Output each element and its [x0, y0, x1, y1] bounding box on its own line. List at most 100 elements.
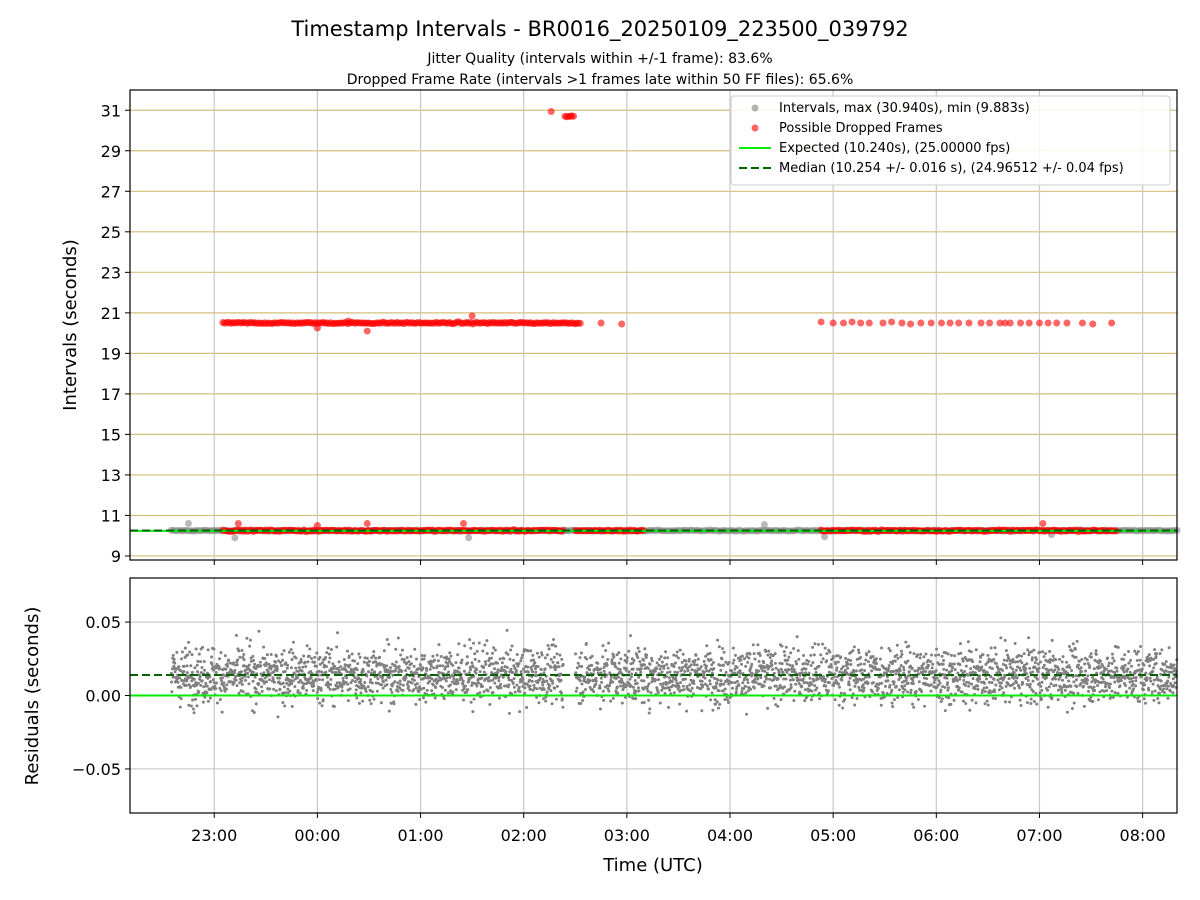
dropped-frame-point — [927, 319, 935, 327]
residual-point — [340, 685, 344, 689]
residual-point — [286, 687, 290, 691]
residual-point — [190, 679, 194, 683]
residual-point — [1082, 704, 1086, 708]
residual-point — [914, 690, 918, 694]
residual-point — [497, 675, 501, 679]
residual-point — [605, 663, 609, 667]
residual-point — [679, 688, 683, 692]
residual-point — [918, 656, 922, 660]
residual-point — [856, 680, 860, 684]
residual-point — [588, 679, 592, 683]
dropped-frame-point — [955, 319, 963, 327]
residual-point — [982, 686, 986, 690]
residual-point — [289, 666, 293, 670]
residual-point — [1134, 676, 1138, 680]
residual-point — [1032, 648, 1036, 652]
residual-point — [451, 690, 455, 694]
residual-point — [184, 677, 188, 681]
residual-point — [708, 682, 712, 686]
residual-point — [471, 641, 475, 645]
residual-point — [497, 696, 501, 700]
residual-point — [171, 675, 175, 679]
residual-point — [175, 667, 179, 671]
residual-point — [741, 681, 745, 685]
residual-point — [695, 663, 699, 667]
residual-point — [367, 664, 371, 668]
residual-point — [246, 675, 250, 679]
residual-point — [776, 704, 780, 708]
residual-point — [456, 653, 460, 657]
residual-point — [1107, 669, 1111, 673]
residual-point — [871, 690, 875, 694]
residual-point — [471, 665, 475, 669]
residual-point — [807, 659, 811, 663]
residual-point — [837, 682, 841, 686]
residual-point — [304, 664, 308, 668]
residual-point — [1123, 653, 1127, 657]
residual-point — [1018, 698, 1022, 702]
residual-point — [738, 671, 742, 675]
residual-point — [960, 690, 964, 694]
residual-point — [703, 676, 707, 680]
residual-point — [384, 678, 388, 682]
residual-point — [1159, 679, 1163, 683]
residual-point — [470, 684, 474, 688]
residual-point — [493, 681, 497, 685]
residual-point — [783, 653, 787, 657]
residual-point — [672, 691, 676, 695]
residual-point — [329, 677, 333, 681]
residual-point — [717, 645, 721, 649]
residual-point — [467, 671, 471, 675]
residual-point — [976, 687, 980, 691]
residual-point — [768, 655, 772, 659]
residual-point — [413, 647, 417, 651]
residual-point — [657, 657, 661, 661]
residual-point — [1093, 680, 1097, 684]
residual-point — [247, 663, 251, 667]
residual-point — [876, 686, 880, 690]
residual-point — [625, 656, 629, 660]
residual-point — [702, 659, 706, 663]
residual-point — [1094, 649, 1098, 653]
residual-point — [446, 691, 450, 695]
residual-point — [477, 659, 481, 663]
residual-point — [648, 662, 652, 666]
residual-point — [200, 665, 204, 669]
residual-point — [663, 686, 667, 690]
residual-point — [443, 688, 447, 692]
residual-point — [512, 658, 516, 662]
residual-point — [428, 667, 432, 671]
intervals-y-tick-label: 21 — [101, 304, 121, 323]
residual-point — [694, 653, 698, 657]
residual-point — [1004, 649, 1008, 653]
residual-point — [1123, 663, 1127, 667]
residual-point — [309, 676, 313, 680]
residual-point — [665, 671, 669, 675]
residual-point — [941, 662, 945, 666]
residual-point — [663, 691, 667, 695]
residual-point — [508, 657, 512, 661]
residual-point — [803, 688, 807, 692]
residual-point — [636, 686, 640, 690]
residual-point — [262, 671, 266, 675]
residual-point — [985, 699, 989, 703]
residual-point — [189, 685, 193, 689]
residual-point — [596, 661, 600, 665]
residual-point — [381, 680, 385, 684]
residual-point — [871, 655, 875, 659]
residual-point — [1048, 660, 1052, 664]
dropped-frame-point — [1035, 319, 1043, 327]
residual-point — [460, 658, 464, 662]
residual-point — [396, 689, 400, 693]
residual-point — [359, 678, 363, 682]
residual-point — [203, 668, 207, 672]
residual-point — [923, 704, 927, 708]
residual-point — [517, 662, 521, 666]
residual-point — [985, 671, 989, 675]
residual-point — [558, 653, 562, 657]
residual-point — [1019, 668, 1023, 672]
residual-point — [234, 674, 238, 678]
residual-point — [342, 682, 346, 686]
residual-point — [662, 664, 666, 668]
residual-point — [499, 682, 503, 686]
